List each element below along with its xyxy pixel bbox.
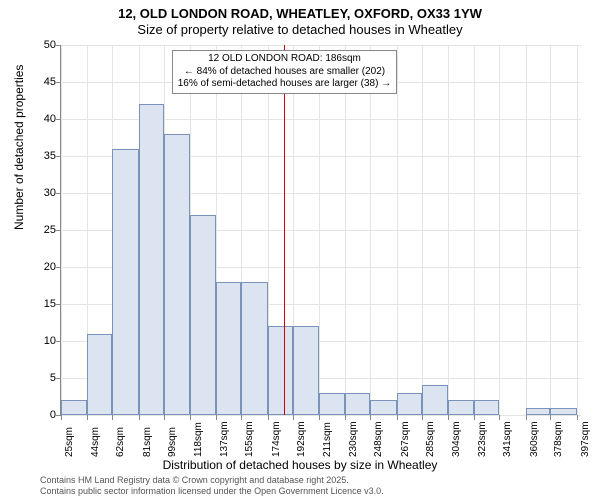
histogram-bar (268, 326, 293, 415)
x-tick-label: 248sqm (373, 421, 384, 457)
footer-line1: Contains HM Land Registry data © Crown c… (40, 475, 349, 485)
x-tick-label: 62sqm (115, 427, 126, 457)
x-tick-mark (293, 415, 294, 420)
x-tick-mark (345, 415, 346, 420)
y-axis-label: Number of detached properties (12, 65, 26, 230)
x-tick-label: 267sqm (400, 421, 411, 457)
gridline-v (61, 45, 62, 415)
gridline-v (474, 45, 475, 415)
x-tick-label: 174sqm (271, 421, 282, 457)
x-tick-label: 211sqm (322, 422, 333, 457)
histogram-bar (216, 282, 241, 415)
gridline-v (422, 45, 423, 415)
gridline-v (345, 45, 346, 415)
histogram-bar (87, 334, 112, 415)
x-tick-label: 44sqm (90, 427, 101, 457)
x-tick-mark (164, 415, 165, 420)
gridline-v (448, 45, 449, 415)
y-tick-label: 35 (31, 150, 56, 162)
x-tick-label: 99sqm (167, 427, 178, 457)
x-tick-mark (319, 415, 320, 420)
reference-line (284, 45, 285, 415)
chart-title-line2: Size of property relative to detached ho… (0, 22, 600, 37)
histogram-bar (139, 104, 164, 415)
histogram-bar (474, 400, 499, 415)
x-tick-label: 285sqm (425, 421, 436, 457)
x-tick-label: 230sqm (348, 421, 359, 457)
x-tick-mark (370, 415, 371, 420)
x-tick-label: 397sqm (580, 421, 591, 457)
plot-area: 0510152025303540455025sqm44sqm62sqm81sqm… (60, 45, 581, 416)
gridline-v (397, 45, 398, 415)
gridline-v (370, 45, 371, 415)
x-tick-mark (422, 415, 423, 420)
x-tick-mark (448, 415, 449, 420)
x-tick-label: 118sqm (193, 422, 204, 457)
annotation-box: 12 OLD LONDON ROAD: 186sqm ← 84% of deta… (172, 50, 397, 94)
gridline-v (499, 45, 500, 415)
x-tick-label: 304sqm (451, 421, 462, 457)
x-tick-label: 360sqm (529, 421, 540, 457)
chart-container: 12, OLD LONDON ROAD, WHEATLEY, OXFORD, O… (0, 0, 600, 500)
annotation-line2: ← 84% of detached houses are smaller (20… (178, 66, 391, 79)
x-tick-mark (216, 415, 217, 420)
x-tick-mark (241, 415, 242, 420)
x-tick-mark (112, 415, 113, 420)
x-tick-label: 378sqm (553, 421, 564, 457)
x-tick-mark (139, 415, 140, 420)
x-tick-label: 25sqm (64, 427, 75, 457)
x-tick-mark (87, 415, 88, 420)
x-tick-label: 137sqm (219, 421, 230, 457)
y-tick-label: 5 (31, 372, 56, 384)
x-tick-label: 81sqm (142, 427, 153, 457)
y-tick-label: 30 (31, 187, 56, 199)
x-tick-mark (499, 415, 500, 420)
histogram-bar (370, 400, 396, 415)
x-tick-mark (526, 415, 527, 420)
histogram-bar (526, 408, 551, 415)
x-tick-label: 192sqm (296, 421, 307, 457)
gridline-v (577, 45, 578, 415)
y-tick-label: 50 (31, 39, 56, 51)
histogram-bar (319, 393, 345, 415)
histogram-bar (241, 282, 267, 415)
y-tick-label: 15 (31, 298, 56, 310)
histogram-bar (190, 215, 216, 415)
y-tick-label: 25 (31, 224, 56, 236)
x-tick-mark (550, 415, 551, 420)
x-tick-label: 323sqm (477, 421, 488, 457)
histogram-bar (397, 393, 422, 415)
histogram-bar (293, 326, 319, 415)
histogram-bar (345, 393, 370, 415)
x-tick-label: 155sqm (244, 421, 255, 457)
gridline-v (319, 45, 320, 415)
y-tick-label: 20 (31, 261, 56, 273)
histogram-bar (550, 408, 576, 415)
x-tick-mark (397, 415, 398, 420)
x-axis-label: Distribution of detached houses by size … (0, 458, 600, 472)
histogram-bar (61, 400, 87, 415)
annotation-line1: 12 OLD LONDON ROAD: 186sqm (178, 53, 391, 66)
chart-title-line1: 12, OLD LONDON ROAD, WHEATLEY, OXFORD, O… (0, 6, 600, 21)
gridline-v (550, 45, 551, 415)
x-tick-mark (61, 415, 62, 420)
x-tick-mark (577, 415, 578, 420)
histogram-bar (112, 149, 138, 415)
y-tick-label: 0 (31, 409, 56, 421)
footer-line2: Contains public sector information licen… (40, 486, 384, 496)
x-tick-label: 341sqm (502, 421, 513, 457)
gridline-v (526, 45, 527, 415)
y-tick-label: 10 (31, 335, 56, 347)
x-tick-mark (474, 415, 475, 420)
x-tick-mark (268, 415, 269, 420)
histogram-bar (164, 134, 190, 415)
histogram-bar (422, 385, 448, 415)
annotation-line3: 16% of semi-detached houses are larger (… (178, 78, 391, 91)
x-tick-mark (190, 415, 191, 420)
histogram-bar (448, 400, 474, 415)
y-tick-label: 40 (31, 113, 56, 125)
y-tick-label: 45 (31, 76, 56, 88)
